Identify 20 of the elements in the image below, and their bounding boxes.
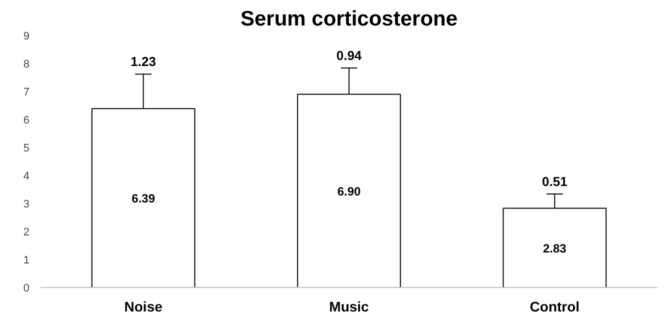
y-tick-label: 2 [23, 226, 30, 238]
x-tick-label: Music [329, 298, 370, 314]
y-tick-label: 4 [23, 170, 30, 182]
annotation: 0.51 [542, 174, 568, 189]
y-tick-label: 7 [23, 86, 30, 98]
chart-title: Serum corticosterone [240, 8, 458, 30]
y-tick-label: 0 [23, 282, 30, 294]
y-tick-label: 8 [23, 58, 30, 70]
data-label: 6.90 [337, 184, 362, 198]
data-label: 2.83 [542, 241, 567, 256]
y-tick-label: 6 [23, 114, 30, 126]
y-tick-label: 3 [23, 198, 30, 210]
y-tick-label: 9 [23, 30, 30, 42]
annotation: 1.23 [130, 54, 156, 70]
y-tick-label: 5 [23, 142, 30, 154]
y-tick-label: 1 [23, 254, 30, 266]
annotation: 0.94 [336, 48, 362, 63]
data-label: 6.39 [132, 192, 156, 206]
x-tick-label: Noise [124, 298, 163, 314]
x-tick-label: Control [530, 298, 580, 314]
